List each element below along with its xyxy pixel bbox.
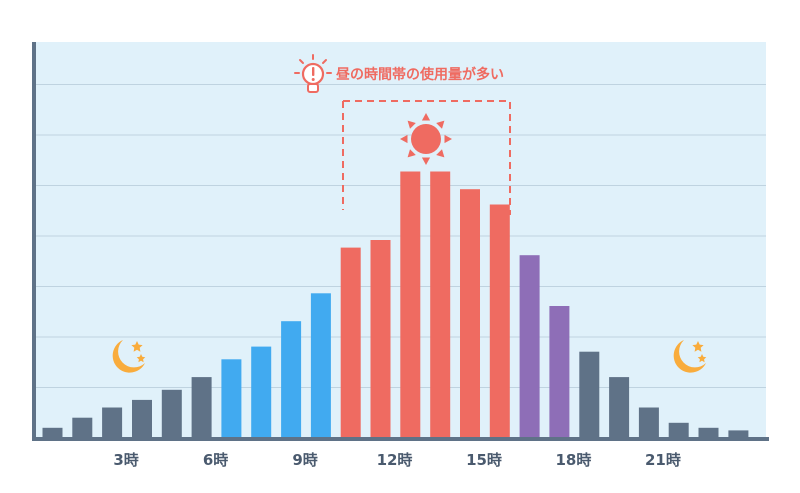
moon-stars-icon	[673, 340, 707, 373]
x-tick-labels: 3時 6時 9時 12時 15時 18時 21時	[113, 451, 680, 469]
bar-10時	[310, 293, 331, 438]
bar-3時	[102, 407, 123, 438]
moon-stars-icon	[112, 340, 146, 373]
x-tick-label: 18時	[555, 451, 591, 469]
bars	[42, 171, 749, 438]
x-tick-label: 12時	[377, 451, 413, 469]
bar-15時	[460, 189, 480, 438]
bar-9時	[281, 321, 302, 438]
bar-23時	[698, 427, 719, 438]
bar-11時	[340, 247, 361, 438]
x-tick-label: 15時	[466, 451, 502, 469]
highlight-box	[342, 100, 511, 215]
x-tick-label: 6時	[203, 451, 228, 469]
bar-4時	[132, 399, 152, 438]
lightbulb-icon	[294, 54, 332, 93]
bar-16時	[489, 204, 510, 438]
bar-22時	[668, 422, 689, 438]
bar-8時	[251, 346, 272, 438]
bar-21時	[638, 407, 659, 438]
bar-18時	[549, 306, 570, 438]
bar-12時	[370, 240, 391, 438]
bar-17時	[519, 255, 540, 438]
x-tick-label: 21時	[645, 451, 681, 469]
bar-2時	[72, 417, 93, 438]
x-tick-label: 9時	[292, 451, 317, 469]
bar-20時	[609, 377, 630, 438]
highlight-label: 昼の時間帯の使用量が多い	[336, 66, 504, 83]
bar-1時	[42, 427, 63, 438]
bar-14時	[430, 171, 451, 438]
x-tick-label: 3時	[113, 451, 138, 469]
bar-19時	[579, 351, 600, 438]
sun-icon	[400, 113, 452, 165]
bar-5時	[161, 389, 182, 438]
bar-13時	[400, 171, 421, 438]
bar-24時	[728, 430, 749, 438]
bar-7時	[221, 359, 242, 438]
bar-6時	[191, 377, 212, 438]
